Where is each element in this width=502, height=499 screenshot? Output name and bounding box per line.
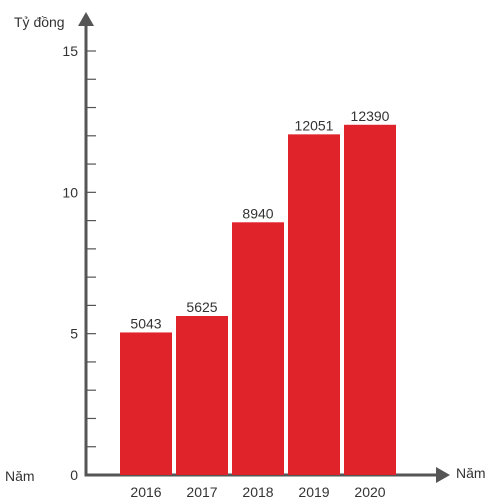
y-tick-label: 15 — [62, 43, 78, 59]
bars: 5043 5625 8940 12051 12390 — [120, 108, 396, 475]
bar-value-label: 8940 — [242, 205, 273, 221]
bar-value-label: 12390 — [351, 108, 390, 124]
bar-value-label: 5625 — [186, 299, 217, 315]
bar-value-label: 5043 — [130, 315, 161, 331]
bar — [288, 134, 340, 475]
x-tick-label: 2020 — [354, 484, 385, 499]
x-axis-arrow — [436, 467, 450, 483]
bar — [232, 222, 284, 475]
y-axis-ticks: 0 5 10 15 — [62, 43, 96, 483]
bar-value-label: 12051 — [295, 117, 334, 133]
x-tick-label: 2019 — [298, 484, 329, 499]
bar — [176, 316, 228, 475]
bar — [344, 124, 396, 475]
y-axis-arrow — [78, 12, 94, 26]
bar — [120, 332, 172, 475]
corner-label: Năm — [5, 468, 35, 484]
x-tick-label: 2017 — [186, 484, 217, 499]
x-tick-label: 2018 — [242, 484, 273, 499]
y-axis-title: Tỷ đồng — [14, 14, 65, 30]
x-axis-tick-labels: 2016 2017 2018 2019 2020 — [130, 484, 385, 499]
x-tick-label: 2016 — [130, 484, 161, 499]
y-tick-label: 0 — [70, 467, 78, 483]
y-tick-label: 10 — [62, 184, 78, 200]
x-axis-title: Năm — [456, 465, 486, 481]
y-tick-label: 5 — [70, 326, 78, 342]
